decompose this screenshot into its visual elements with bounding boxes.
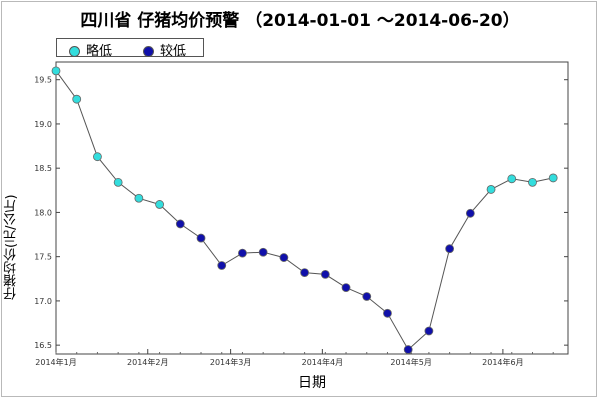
y-tick-label: 16.5 (34, 341, 52, 350)
data-point (217, 261, 227, 270)
data-point (341, 283, 351, 293)
data-point (300, 268, 310, 277)
data-point (51, 66, 61, 76)
data-point (507, 174, 517, 184)
data-point (279, 253, 289, 262)
plot-area (55, 61, 569, 355)
data-point (528, 177, 537, 187)
data-point (72, 94, 82, 104)
data-point (486, 185, 496, 194)
x-tick-label: 2014年5月 (390, 357, 431, 367)
legend-marker-lower (143, 46, 154, 57)
legend-item-slightly-low: 略低 (69, 40, 112, 59)
x-tick-label: 2014年2月 (127, 357, 168, 367)
data-point (320, 269, 330, 279)
chart-title: 四川省 仔猪均价预警 （2014-01-01 ～2014-06-20） (80, 11, 520, 31)
data-point (424, 326, 434, 336)
data-point (445, 244, 455, 254)
y-tick-label: 19.5 (34, 76, 52, 85)
data-point (465, 208, 475, 218)
data-point (175, 219, 185, 229)
x-tick-label: 2014年6月 (482, 357, 523, 367)
series-line (55, 70, 554, 351)
data-point (258, 247, 268, 257)
y-tick-label: 18.5 (34, 164, 52, 173)
y-tick-label: 18.0 (34, 208, 52, 217)
legend-label-slightly-low: 略低 (86, 44, 113, 59)
x-tick-label: 2014年4月 (302, 357, 343, 367)
data-point (403, 345, 413, 354)
legend-item-lower: 较低 (143, 40, 186, 59)
data-point (134, 193, 144, 203)
legend: 略低 较低 (56, 38, 204, 59)
data-point (155, 200, 164, 209)
data-point (93, 152, 102, 162)
data-point (113, 177, 123, 187)
legend-label-lower: 较低 (160, 44, 187, 59)
x-tick-label: 2014年3月 (210, 357, 251, 367)
x-axis-label: 日期 (298, 375, 326, 391)
y-tick-label: 19.0 (34, 120, 52, 129)
legend-marker-slightly-low (69, 46, 80, 57)
y-tick-label: 17.5 (34, 253, 52, 262)
x-tick-label: 2014年1月 (35, 357, 76, 367)
data-point (196, 233, 206, 243)
y-tick-label: 17.0 (34, 297, 52, 306)
data-point (362, 292, 372, 301)
data-point (548, 173, 558, 183)
data-point (383, 308, 392, 318)
data-point (238, 248, 247, 258)
